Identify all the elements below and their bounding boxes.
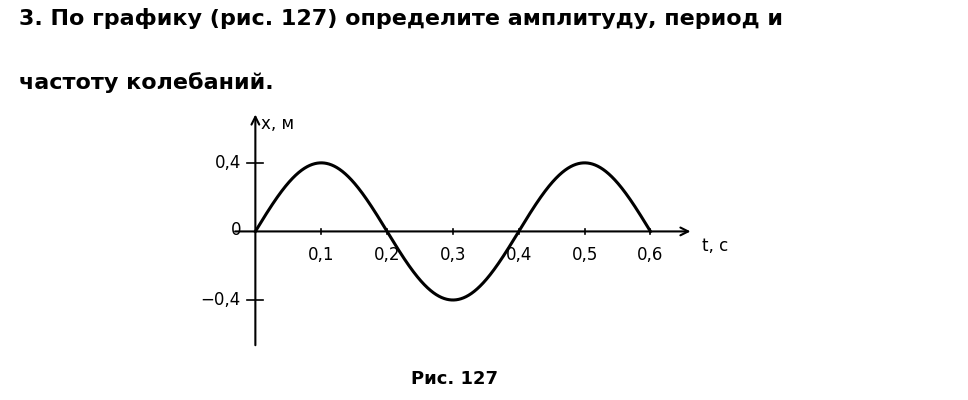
Text: 0: 0 xyxy=(230,221,241,239)
Text: 0,4: 0,4 xyxy=(505,246,532,264)
Text: 0,5: 0,5 xyxy=(571,246,598,264)
Text: 0,1: 0,1 xyxy=(308,246,335,264)
Text: x, м: x, м xyxy=(260,116,293,134)
Text: 0,6: 0,6 xyxy=(637,246,664,264)
Text: t, с: t, с xyxy=(702,238,728,256)
Text: частоту колебаний.: частоту колебаний. xyxy=(19,72,274,93)
Text: 3. По графику (рис. 127) определите амплитуду, период и: 3. По графику (рис. 127) определите ампл… xyxy=(19,8,783,29)
Text: 0,4: 0,4 xyxy=(215,154,241,172)
Text: 0,2: 0,2 xyxy=(374,246,401,264)
Text: −0,4: −0,4 xyxy=(200,291,241,309)
Text: Рис. 127: Рис. 127 xyxy=(411,370,499,388)
Text: 0,3: 0,3 xyxy=(439,246,467,264)
